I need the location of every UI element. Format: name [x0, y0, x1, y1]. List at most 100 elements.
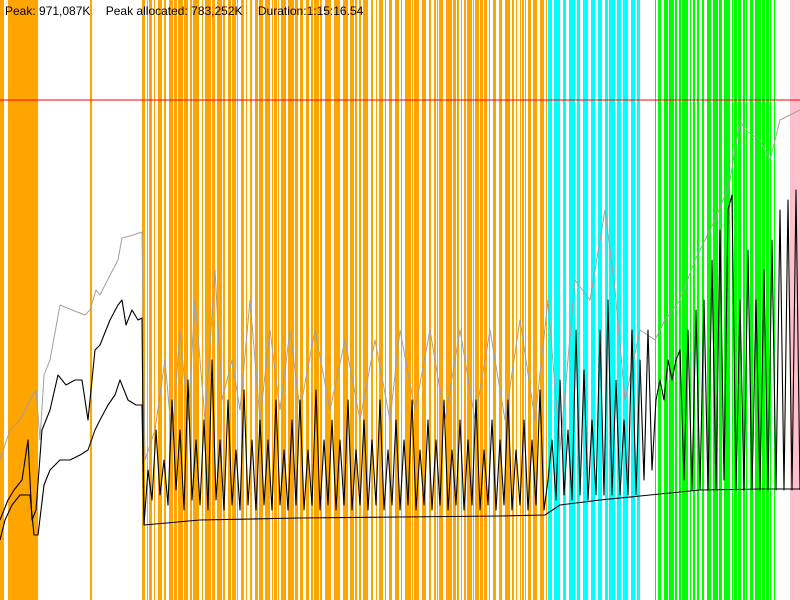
phase-stripe — [325, 0, 331, 600]
phase-stripe — [520, 0, 521, 600]
stats-header: Peak: 971,087K Peak allocated: 783,252K … — [5, 4, 375, 19]
phase-stripe — [190, 0, 192, 600]
phase-stripe — [311, 0, 313, 600]
phase-stripe — [429, 0, 431, 600]
phase-stripe — [142, 0, 145, 600]
phase-stripe — [774, 0, 775, 600]
phase-stripe — [434, 0, 436, 600]
phase-stripe — [457, 0, 459, 600]
phase-stripe — [246, 0, 247, 600]
phase-stripe — [533, 0, 537, 600]
phase-stripe — [505, 0, 510, 600]
phase-band-green — [655, 0, 775, 600]
phase-stripe — [281, 0, 286, 600]
phase-stripe — [147, 0, 148, 600]
phase-stripe — [232, 0, 236, 600]
phase-stripe — [412, 0, 413, 600]
phase-stripe — [169, 0, 173, 600]
peak-label: Peak: 971,087K — [5, 4, 91, 18]
phase-stripe — [605, 0, 608, 600]
phase-stripe — [475, 0, 479, 600]
phase-stripe — [158, 0, 162, 600]
phase-stripe — [473, 0, 474, 600]
phase-stripe — [439, 0, 443, 600]
phase-stripe — [437, 0, 438, 600]
phase-stripe — [732, 0, 733, 600]
phase-stripe — [522, 0, 524, 600]
phase-stripe — [658, 0, 661, 600]
phase-stripe — [178, 0, 183, 600]
phase-stripe — [702, 0, 704, 600]
phase-stripe — [385, 0, 386, 600]
phase-stripe — [295, 0, 298, 600]
series-line-allocated — [0, 189, 800, 526]
phase-stripe — [719, 0, 722, 600]
phase-stripe — [405, 0, 411, 600]
series-line-allocated — [0, 379, 800, 541]
phase-stripe — [598, 0, 602, 600]
phase-stripe — [750, 0, 753, 600]
phase-stripe — [395, 0, 399, 600]
phase-stripe — [682, 0, 688, 600]
memory-series — [0, 109, 800, 541]
phase-stripe — [371, 0, 373, 600]
phase-stripe — [355, 0, 357, 600]
phase-stripe — [278, 0, 279, 600]
phase-stripe — [489, 0, 490, 600]
phase-stripe — [577, 0, 580, 600]
phase-stripe — [272, 0, 273, 600]
phase-stripe — [306, 0, 309, 600]
phase-stripe — [453, 0, 456, 600]
phase-stripe — [461, 0, 462, 600]
phase-stripe — [90, 0, 92, 600]
phase-stripe — [609, 0, 615, 600]
phase-stripe — [493, 0, 496, 600]
phase-stripe — [401, 0, 402, 600]
phase-stripe — [320, 0, 322, 600]
phase-stripe — [314, 0, 319, 600]
phase-stripe — [743, 0, 745, 600]
phase-band-orange — [8, 0, 38, 600]
phase-stripe — [755, 0, 761, 600]
phase-stripe — [265, 0, 270, 600]
phase-stripe — [389, 0, 392, 600]
phase-stripe — [713, 0, 718, 600]
phase-stripe — [693, 0, 695, 600]
phase-stripe — [484, 0, 487, 600]
peak-allocated-label: Peak allocated: 783,252K — [105, 4, 243, 18]
phase-stripe — [359, 0, 361, 600]
phase-stripe — [464, 0, 466, 600]
phase-stripe — [184, 0, 188, 600]
phase-stripe — [376, 0, 377, 600]
phase-stripe — [591, 0, 595, 600]
phase-stripe — [690, 0, 691, 600]
phase-stripe — [250, 0, 252, 600]
phase-band-orange — [0, 0, 4, 600]
phase-stripe — [237, 0, 238, 600]
phase-stripe — [623, 0, 628, 600]
phase-stripe — [217, 0, 222, 600]
phase-stripe — [343, 0, 348, 600]
phase-stripe — [8, 0, 38, 600]
phase-stripe — [512, 0, 514, 600]
phase-stripe — [516, 0, 517, 600]
phase-stripe — [528, 0, 531, 600]
phase-stripe — [734, 0, 737, 600]
phase-stripe — [288, 0, 294, 600]
phase-stripe — [655, 0, 656, 600]
phase-stripe — [697, 0, 699, 600]
phase-stripe — [202, 0, 203, 600]
phase-stripe — [334, 0, 340, 600]
phase-stripe — [174, 0, 177, 600]
phase-stripe — [363, 0, 368, 600]
duration-label: Duration:1:15:16.54 — [257, 4, 364, 18]
phase-stripe — [228, 0, 231, 600]
phase-stripe — [563, 0, 566, 600]
phase-stripe — [255, 0, 258, 600]
phase-stripe — [617, 0, 621, 600]
phase-stripe — [554, 0, 560, 600]
phase-stripe — [149, 0, 152, 600]
